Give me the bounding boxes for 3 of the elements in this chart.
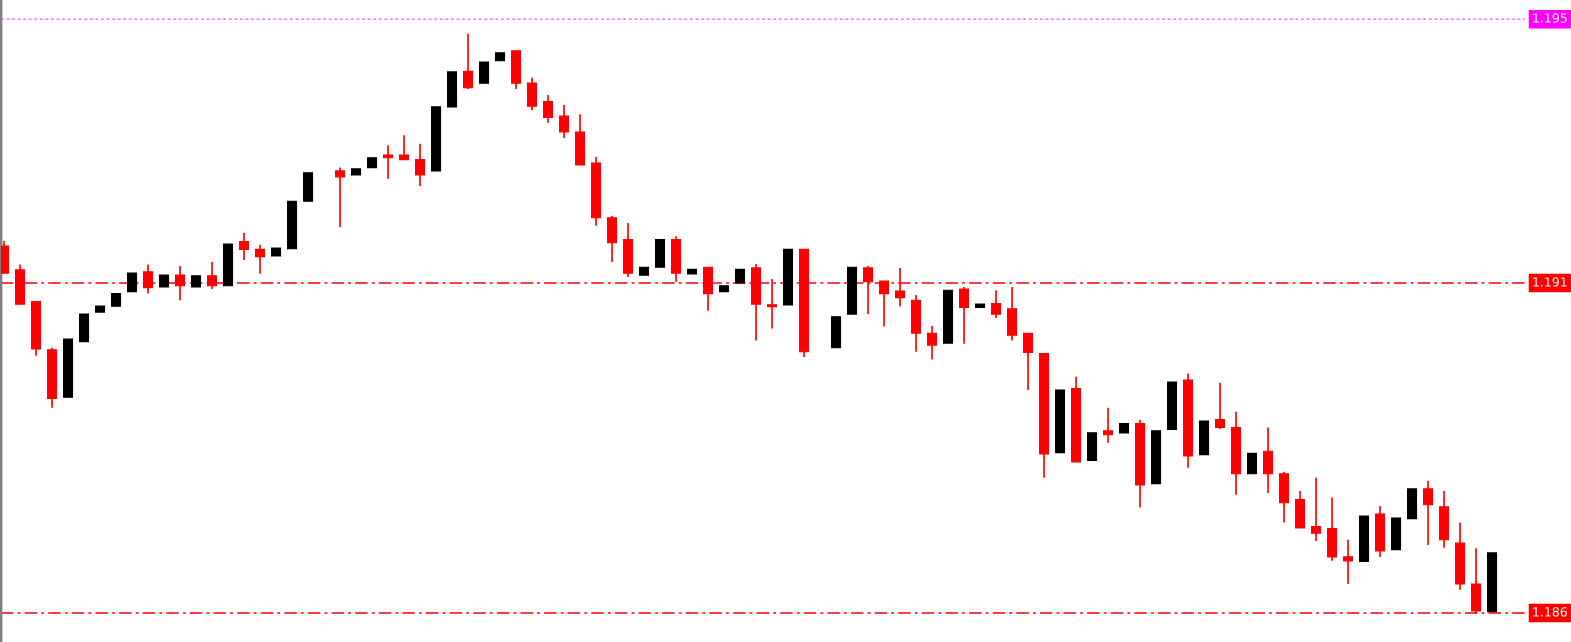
ref-line-label: 1.186 — [1533, 607, 1567, 617]
ref-line-label: 1.191 — [1533, 277, 1567, 287]
ref-line-label: 1.195 — [1533, 13, 1567, 23]
